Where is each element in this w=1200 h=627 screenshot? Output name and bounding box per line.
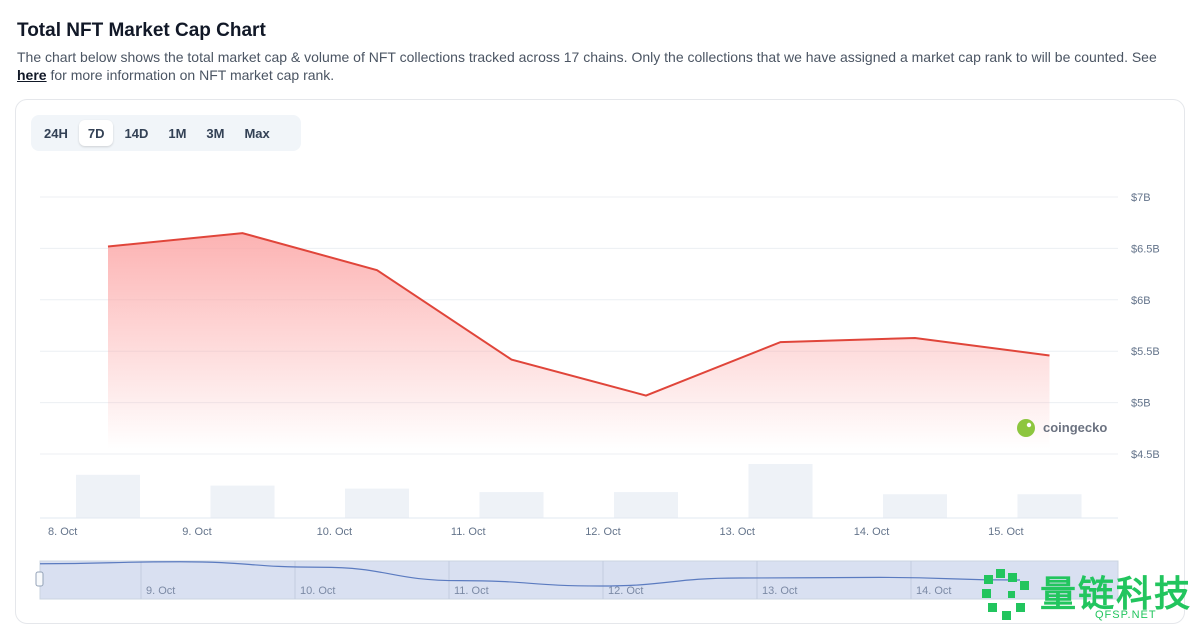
x-tick-label: 13. Oct xyxy=(720,526,755,538)
watermark-subtitle: QFSP.NET xyxy=(1095,609,1157,621)
volume-bar xyxy=(479,492,544,518)
range-max-button[interactable]: Max xyxy=(244,125,270,141)
x-tick-label: 9. Oct xyxy=(182,526,211,538)
volume-bar xyxy=(1017,494,1082,518)
navigator-tick-label: 12. Oct xyxy=(608,585,643,597)
volume-bar xyxy=(210,485,275,518)
y-tick-label: $5.5B xyxy=(1131,346,1160,358)
watermark-title: 量链科技 xyxy=(1040,574,1193,615)
more-info-link[interactable]: here xyxy=(17,67,47,83)
description-tail: for more information on NFT market cap r… xyxy=(50,67,335,83)
range-14d-button[interactable]: 14D xyxy=(124,125,149,141)
volume-bar xyxy=(883,494,947,518)
x-tick-label: 14. Oct xyxy=(854,526,889,538)
page-title: Total NFT Market Cap Chart xyxy=(17,20,266,41)
navigator-tick-label: 14. Oct xyxy=(916,585,951,597)
range-24h-button[interactable]: 24H xyxy=(44,125,68,141)
x-tick-label: 12. Oct xyxy=(585,526,620,538)
y-tick-label: $6.5B xyxy=(1131,243,1160,255)
navigator-tick-label: 10. Oct xyxy=(300,585,335,597)
market-cap-area xyxy=(108,233,1050,449)
y-tick-label: $6B xyxy=(1131,295,1151,307)
navigator-range xyxy=(39,560,1119,600)
coingecko-logo-icon xyxy=(1017,419,1035,437)
chart-description: The chart below shows the total market c… xyxy=(17,48,1187,84)
volume-bar xyxy=(76,474,140,518)
y-tick-label: $4.5B xyxy=(1131,449,1160,461)
chart-credit: coingecko xyxy=(1043,420,1107,435)
watermark-logo: 量链科技 QFSP.NET xyxy=(980,563,1200,627)
range-3m-button[interactable]: 3M xyxy=(206,125,225,141)
x-tick-label: 10. Oct xyxy=(317,526,352,538)
market-cap-line xyxy=(107,232,1050,397)
volume-bar xyxy=(614,492,678,518)
time-range-selector: 24H 7D 14D 1M 3M Max xyxy=(31,115,301,151)
description-text: The chart below shows the total market c… xyxy=(17,49,1157,65)
y-tick-label: $5B xyxy=(1131,398,1151,410)
x-tick-label: 15. Oct xyxy=(988,526,1023,538)
navigator-line xyxy=(39,561,1021,587)
range-1m-button[interactable]: 1M xyxy=(168,125,187,141)
volume-bar xyxy=(748,464,813,518)
volume-bar xyxy=(345,488,409,518)
navigator-tick-label: 11. Oct xyxy=(454,585,489,597)
range-7d-button[interactable]: 7D xyxy=(78,120,114,146)
navigator-tick-label: 13. Oct xyxy=(762,585,797,597)
x-tick-label: 8. Oct xyxy=(48,526,77,538)
watermark-icon xyxy=(982,569,1029,620)
x-tick-label: 11. Oct xyxy=(451,526,486,538)
coingecko-logo-eye xyxy=(1026,422,1032,428)
navigator-left-handle xyxy=(35,571,44,587)
navigator-tick-label: 9. Oct xyxy=(146,585,175,597)
y-tick-label: $7B xyxy=(1131,192,1151,204)
